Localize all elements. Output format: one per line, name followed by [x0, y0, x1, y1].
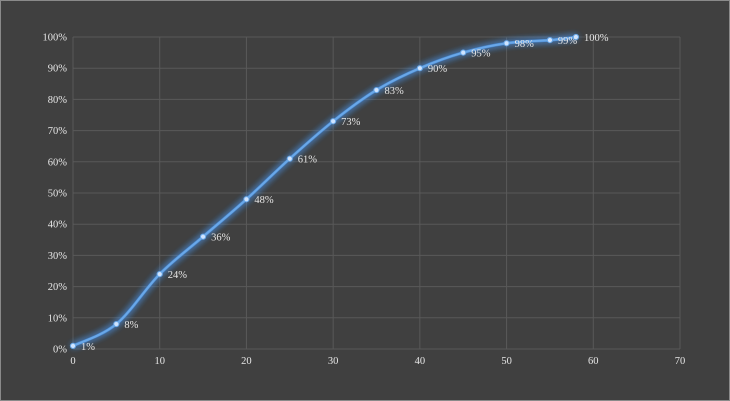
x-tick-label: 20	[241, 356, 252, 367]
x-tick-label: 30	[328, 356, 339, 367]
data-label: 90%	[428, 64, 448, 75]
series-line	[72, 36, 577, 347]
data-label: 24%	[168, 270, 188, 281]
data-label: 83%	[385, 86, 405, 97]
y-tick-label: 30%	[48, 251, 68, 262]
y-tick-label: 100%	[43, 33, 68, 44]
y-tick-label: 60%	[48, 157, 68, 168]
data-label: 8%	[124, 320, 138, 331]
y-tick-label: 0%	[53, 345, 67, 356]
x-tick-label: 70	[675, 356, 686, 367]
data-point	[373, 86, 380, 94]
data-point	[199, 233, 207, 240]
x-tick-label: 60	[588, 356, 599, 367]
data-point	[113, 320, 120, 328]
series-line-glow	[71, 35, 578, 348]
y-tick-label: 50%	[48, 189, 68, 200]
x-tick-label: 50	[501, 356, 512, 367]
data-labels: 1% 8% 24% 36% 48% 61% 73% 83% 90% 95% 98% 99% 100%	[81, 33, 609, 353]
data-label: 36%	[211, 233, 231, 244]
data-label: 73%	[341, 117, 361, 128]
data-point	[503, 40, 510, 47]
data-point	[243, 196, 250, 203]
data-label: 1%	[81, 342, 95, 353]
x-tick-label: 0	[70, 356, 75, 367]
y-tick-label: 10%	[48, 313, 68, 324]
data-point	[156, 271, 163, 278]
data-label: 98%	[515, 39, 535, 50]
data-point	[460, 49, 467, 56]
y-tick-label: 90%	[48, 64, 68, 75]
data-point	[330, 118, 337, 125]
y-tick-label: 70%	[48, 126, 68, 137]
y-tick-label: 80%	[48, 95, 68, 106]
y-tick-label: 20%	[48, 282, 68, 293]
series	[69, 33, 580, 349]
grid	[72, 36, 681, 350]
data-point	[572, 33, 580, 41]
data-point	[69, 342, 77, 349]
data-point	[416, 65, 423, 72]
data-label: 95%	[471, 49, 491, 60]
data-point	[546, 37, 554, 44]
data-label: 99%	[558, 36, 578, 47]
data-point	[286, 155, 293, 162]
x-tick-label: 40	[415, 356, 426, 367]
data-label: 61%	[298, 155, 318, 166]
x-tick-label: 10	[154, 356, 165, 367]
y-tick-label: 40%	[48, 220, 68, 231]
data-label: 48%	[254, 195, 274, 206]
axes: 0% 10% 20% 30% 40% 50% 60% 70% 80% 90% 100% 0 10 20 30…	[43, 33, 686, 368]
data-label: 100%	[584, 33, 609, 44]
